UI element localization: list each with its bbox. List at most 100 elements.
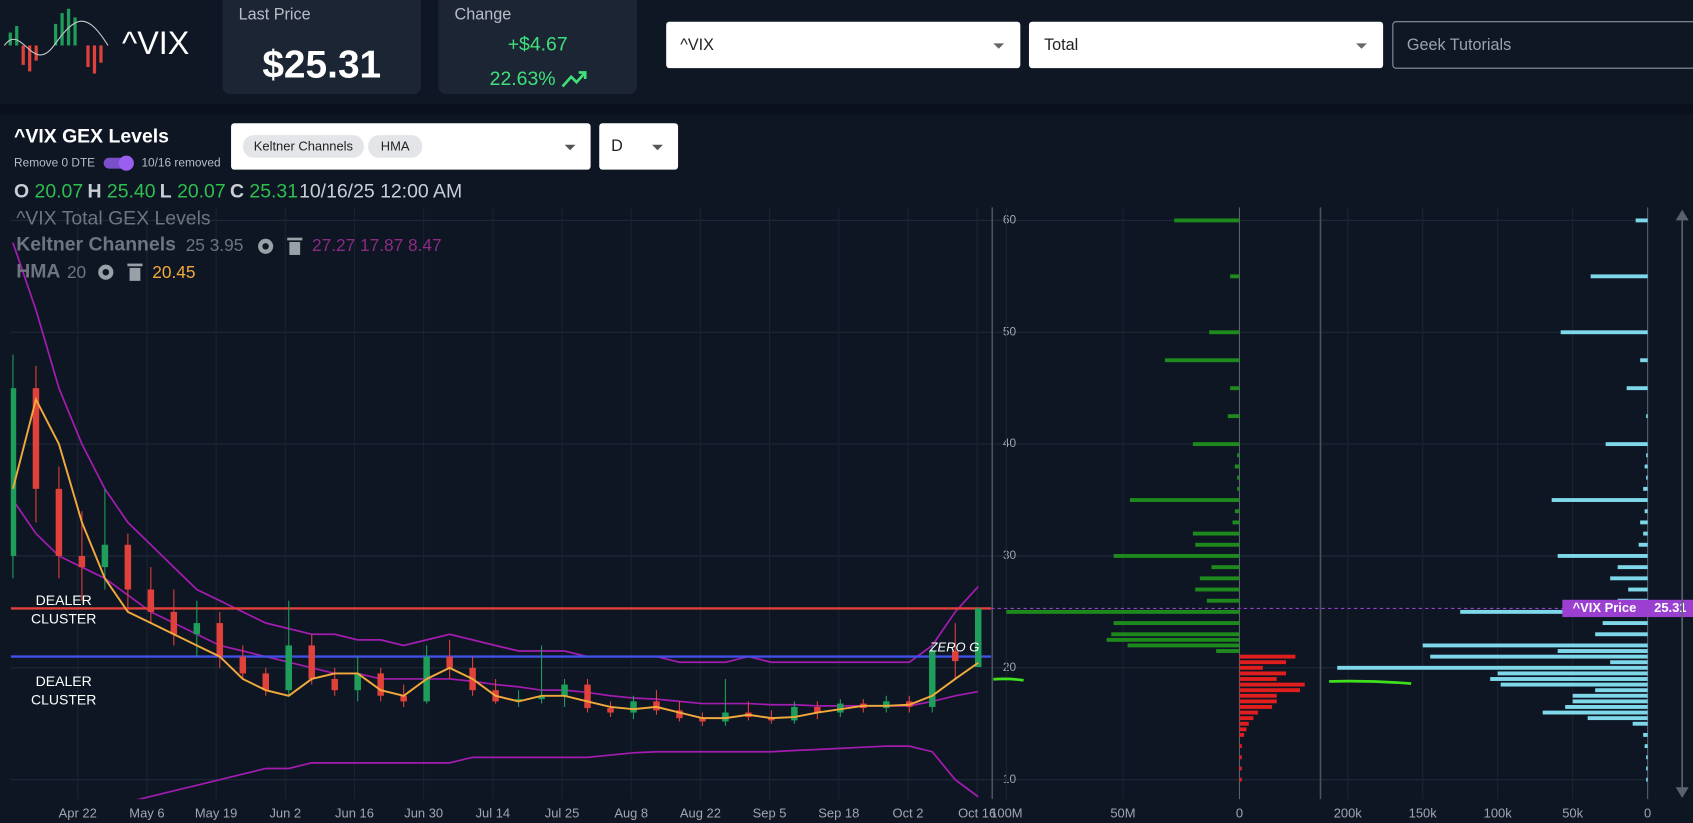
bar	[1239, 665, 1263, 670]
x-tick-label: Jul 14	[476, 806, 511, 821]
trend-icon	[561, 71, 587, 88]
bar	[1209, 330, 1240, 335]
bar	[1164, 358, 1240, 363]
candle-body	[722, 712, 729, 722]
bar	[1644, 509, 1648, 514]
bar	[1232, 520, 1240, 525]
logo	[3, 8, 109, 74]
bar	[1230, 274, 1240, 279]
bar	[1646, 453, 1648, 458]
bar	[1230, 386, 1240, 391]
bar	[1239, 727, 1247, 732]
annotation: DEALER	[36, 673, 92, 689]
bar	[1216, 649, 1240, 653]
chip[interactable]	[242, 135, 364, 158]
change-pct: 22.63%	[490, 68, 556, 90]
bar	[1234, 509, 1240, 514]
x-tick-label: 100M	[990, 806, 1022, 821]
search-input[interactable]	[1392, 21, 1693, 69]
bar	[1500, 682, 1648, 687]
interval-select[interactable]	[599, 123, 679, 170]
bar	[1590, 274, 1648, 279]
y-tick-label: 50	[1003, 324, 1017, 338]
candle-body	[32, 388, 40, 489]
candle-body	[377, 673, 384, 696]
panel	[0, 114, 1693, 823]
ohlc-key: H	[87, 180, 101, 202]
chip-label: Keltner Channels	[254, 138, 353, 153]
bar	[1192, 442, 1240, 447]
candle-body	[837, 703, 844, 713]
gear-icon[interactable]	[258, 238, 274, 254]
caret	[652, 144, 663, 151]
bar	[1113, 621, 1240, 626]
x-tick-label: Sep 18	[818, 806, 859, 821]
bar	[1646, 777, 1648, 782]
symbol-select-value: ^VIX	[680, 36, 714, 54]
bar	[1572, 699, 1648, 704]
y-tick-label: 30	[1003, 548, 1017, 562]
bar	[1237, 453, 1240, 458]
x-tick-label: 50M	[1110, 806, 1135, 821]
type-select[interactable]	[1028, 21, 1384, 69]
bar	[1497, 671, 1648, 676]
ohlc-value: 25.40	[107, 180, 156, 202]
y-tick-label: 60	[1003, 213, 1017, 227]
x-tick-label: Apr 22	[59, 806, 97, 821]
annotation: CLUSTER	[31, 692, 96, 708]
bar	[1239, 755, 1242, 760]
bar	[1610, 660, 1648, 665]
candle-body	[515, 699, 522, 702]
bar	[1195, 542, 1240, 547]
x-tick-label: 0	[1236, 806, 1243, 821]
bar	[1490, 677, 1648, 681]
bar	[1239, 777, 1242, 782]
bar	[1640, 520, 1648, 525]
x-tick-label: Jun 2	[269, 806, 301, 821]
x-tick-label: Aug 22	[680, 806, 721, 821]
price: $25.31	[262, 43, 381, 86]
ohlc-value: 20.07	[177, 180, 226, 202]
bar	[1239, 721, 1249, 726]
candle-body	[216, 623, 224, 657]
x-tick-label: 100k	[1484, 806, 1513, 821]
candle-body	[331, 678, 338, 691]
bar	[1557, 649, 1648, 653]
bar	[1127, 643, 1240, 648]
bar	[1239, 671, 1287, 676]
x-tick-label: Sep 5	[753, 806, 787, 821]
candle-body	[653, 701, 660, 711]
candle-body	[285, 645, 292, 691]
toggle-note: 10/16 removed	[141, 155, 220, 169]
legend-name: Keltner Channels	[16, 233, 176, 255]
candle-body	[974, 608, 982, 668]
bar	[1227, 414, 1240, 419]
legend-params: 20	[67, 262, 86, 282]
caret	[993, 43, 1005, 49]
bar	[1551, 498, 1648, 502]
symbol-select[interactable]	[666, 21, 1021, 69]
candle-body	[584, 684, 591, 709]
keltner-lower-line	[136, 745, 979, 800]
bar	[1239, 660, 1287, 665]
trash-icon[interactable]	[287, 237, 303, 255]
x-tick-label: Jun 30	[404, 806, 443, 821]
bar	[1565, 705, 1648, 709]
x-tick-label: Oct 16	[958, 806, 996, 821]
chip-label: HMA	[381, 138, 410, 153]
type-select-value: Total	[1044, 36, 1078, 54]
price-tag-value: 25.31	[1654, 600, 1686, 615]
candle-body	[630, 701, 637, 713]
x-tick-label: Jun 16	[335, 806, 374, 821]
bar	[1239, 682, 1305, 687]
chip[interactable]	[368, 135, 423, 158]
gear-icon[interactable]	[98, 264, 114, 280]
bar	[1237, 475, 1240, 480]
bar	[1237, 486, 1240, 491]
bar	[1239, 654, 1296, 659]
bar	[1626, 386, 1648, 391]
trash-icon[interactable]	[127, 263, 143, 281]
bar	[1195, 587, 1240, 592]
candle-body	[929, 651, 936, 707]
bar	[1635, 218, 1648, 223]
